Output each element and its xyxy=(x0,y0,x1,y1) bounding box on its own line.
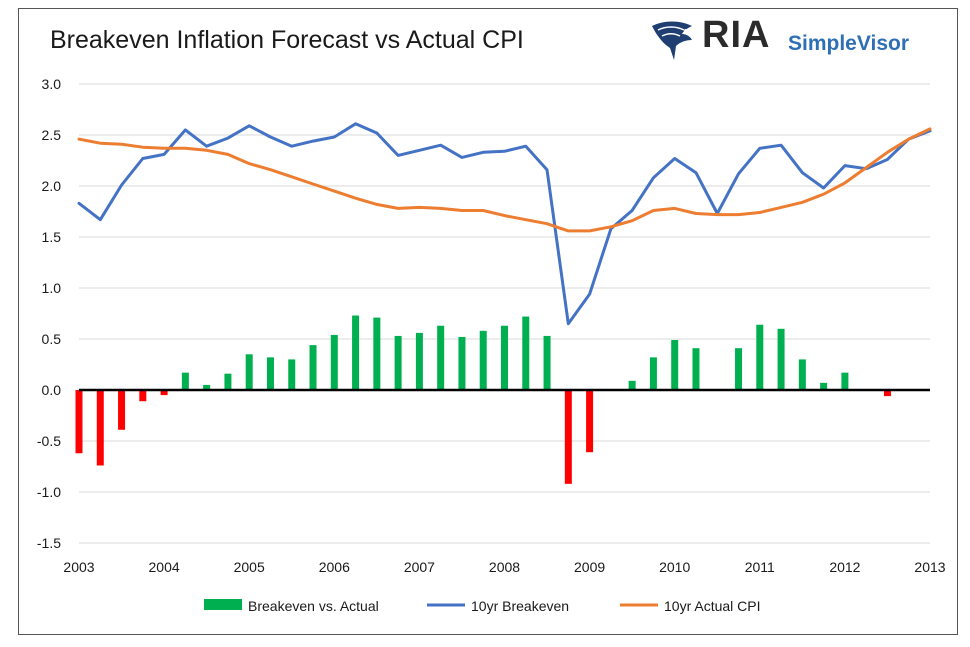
y-tick-label: -0.5 xyxy=(37,433,61,449)
y-tick-label: 1.5 xyxy=(42,229,62,245)
bar xyxy=(692,348,700,390)
bar xyxy=(649,357,657,390)
x-tick-label: 2012 xyxy=(829,559,860,575)
logo-ria-text: RIA xyxy=(702,14,771,56)
bar xyxy=(266,357,274,390)
eagle-icon xyxy=(652,21,692,60)
bar xyxy=(203,384,211,390)
gridlines xyxy=(79,83,930,544)
bar xyxy=(671,340,679,390)
legend-label-10yr-breakeven: 10yr Breakeven xyxy=(471,598,569,614)
bar xyxy=(798,359,806,390)
bar xyxy=(75,390,83,454)
y-axis-ticks: 3.0 2.5 2.0 1.5 1.0 0.5 0.0 -0.5 -1.0 -1.5 xyxy=(37,76,61,551)
bar xyxy=(160,390,168,396)
legend: Breakeven vs. Actual 10yr Breakeven 10yr A… xyxy=(204,598,761,614)
x-tick-label: 2005 xyxy=(234,559,265,575)
logo-simplevisor-text: SimpleVisor xyxy=(788,32,909,55)
x-tick-label: 2003 xyxy=(63,559,94,575)
legend-label-10yr-actual-cpi: 10yr Actual CPI xyxy=(664,598,761,614)
bar xyxy=(437,325,445,390)
bar xyxy=(352,315,360,390)
bar xyxy=(181,372,189,390)
x-tick-label: 2013 xyxy=(914,559,945,575)
bar xyxy=(501,325,508,390)
bar xyxy=(522,316,530,390)
bar xyxy=(245,354,253,390)
bar xyxy=(415,332,423,390)
cpi-line xyxy=(77,127,932,233)
bar xyxy=(564,390,572,484)
x-tick-label: 2004 xyxy=(149,559,180,575)
y-tick-label: 2.0 xyxy=(42,178,62,194)
bar xyxy=(777,328,785,390)
x-tick-label: 2008 xyxy=(489,559,520,575)
x-axis-ticks: 2003 2004 2005 2006 2007 2008 2009 2010 2011 2012… xyxy=(63,559,945,575)
bar xyxy=(373,317,381,390)
x-tick-label: 2011 xyxy=(745,559,775,575)
bar xyxy=(139,390,147,402)
bar xyxy=(288,359,296,390)
bar xyxy=(735,348,743,390)
bar xyxy=(330,334,338,390)
bar xyxy=(394,335,402,390)
y-tick-label: 0.0 xyxy=(42,382,62,398)
bar xyxy=(543,335,551,390)
x-tick-label: 2009 xyxy=(574,559,605,575)
bar xyxy=(118,390,126,430)
line-series xyxy=(77,122,932,326)
bar xyxy=(309,345,317,390)
bar xyxy=(224,373,232,390)
bar xyxy=(458,336,466,390)
bar xyxy=(586,390,594,453)
x-tick-label: 2006 xyxy=(319,559,350,575)
bar xyxy=(96,390,104,466)
y-tick-label: 1.0 xyxy=(42,280,62,296)
bar xyxy=(479,330,487,390)
x-tick-label: 2010 xyxy=(659,559,690,575)
chart-title: Breakeven Inflation Forecast vs Actual C… xyxy=(50,26,524,54)
breakeven-line xyxy=(77,122,932,326)
y-tick-label: 0.5 xyxy=(42,331,62,347)
legend-swatch-breakeven-vs-actual xyxy=(204,599,242,610)
bar-series-breakeven-vs-actual xyxy=(75,315,891,484)
x-tick-label: 2007 xyxy=(404,559,435,575)
y-tick-label: -1.5 xyxy=(37,535,61,551)
bar xyxy=(883,390,891,397)
y-tick-label: 3.0 xyxy=(42,76,62,92)
bar xyxy=(841,372,849,390)
bar xyxy=(756,324,764,390)
bar xyxy=(628,380,636,390)
y-tick-label: -1.0 xyxy=(37,484,61,500)
legend-label-breakeven-vs-actual: Breakeven vs. Actual xyxy=(248,598,379,614)
chart-frame xyxy=(18,8,958,635)
y-tick-label: 2.5 xyxy=(42,127,62,143)
bar xyxy=(820,382,828,390)
